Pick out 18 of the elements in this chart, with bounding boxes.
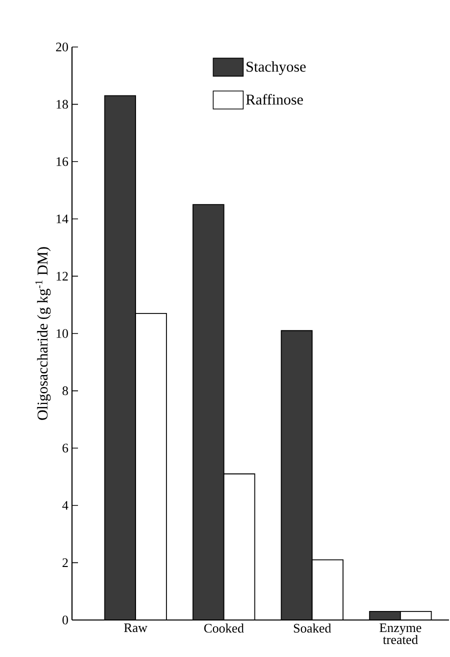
y-tick-label: 8	[62, 386, 68, 396]
x-tick-label: Soaked	[294, 624, 332, 633]
x-tick-label: Cooked	[204, 624, 244, 633]
y-tick-label: 4	[62, 501, 69, 510]
y-axis-title: Oligosaccharide (g kg$^{-1}$ DM)	[36, 247, 51, 420]
x-tick-label: Raw	[124, 624, 148, 632]
legend-label: Raffinose	[246, 94, 304, 105]
x-tick-label: Enzyme treated	[380, 624, 422, 644]
y-tick-label: 18	[56, 100, 68, 109]
y-tick-label: 20	[56, 42, 68, 52]
y-tick-label: 10	[56, 329, 68, 338]
legend-label: Stachyose	[246, 61, 306, 75]
y-tick-label: 12	[56, 272, 68, 280]
y-tick-label: 16	[56, 157, 68, 166]
y-tick-label: 2	[62, 558, 68, 567]
y-tick-label: 6	[62, 444, 68, 452]
y-tick-label: 14	[56, 214, 69, 224]
y-tick-label: 0	[62, 616, 68, 624]
